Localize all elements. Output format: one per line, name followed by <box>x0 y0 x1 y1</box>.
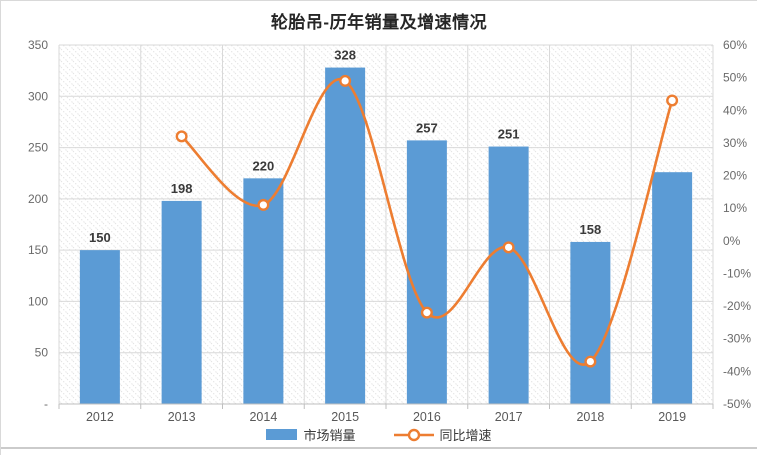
left-axis-labels: 350 300 250 200 150 100 50 - <box>28 38 48 411</box>
svg-text:158: 158 <box>580 222 602 237</box>
svg-text:251: 251 <box>498 127 520 142</box>
legend-item-sales: 市场销量 <box>266 425 356 444</box>
svg-text:2019: 2019 <box>658 410 686 424</box>
svg-text:2012: 2012 <box>86 410 114 424</box>
legend-growth-label: 同比增速 <box>439 428 492 443</box>
bar-2015 <box>325 67 366 405</box>
legend-sales-swatch <box>266 429 298 440</box>
svg-text:200: 200 <box>28 192 48 206</box>
svg-text:0%: 0% <box>723 234 741 248</box>
svg-text:150: 150 <box>89 230 111 245</box>
line-marker <box>175 130 188 143</box>
legend-item-growth: 同比增速 <box>393 425 492 444</box>
svg-text:20%: 20% <box>723 169 747 183</box>
line-marker <box>502 241 515 254</box>
svg-text:-20%: -20% <box>723 299 751 313</box>
svg-text:150: 150 <box>28 243 48 257</box>
line-marker <box>339 74 352 87</box>
bar-2013 <box>161 200 202 404</box>
bar-2019 <box>652 172 693 404</box>
svg-text:2017: 2017 <box>495 410 523 424</box>
svg-text:300: 300 <box>28 89 48 103</box>
vertical-gridlines <box>58 45 714 404</box>
svg-text:2014: 2014 <box>249 410 277 424</box>
right-axis-labels: 60% 50% 40% 30% 20% 10% 0% -10% -20% -30% -40% -50% <box>723 38 751 411</box>
svg-text:2018: 2018 <box>576 410 604 424</box>
svg-text:60%: 60% <box>723 38 747 52</box>
bar-data-labels: 150 198 220 328 257 251 158 <box>89 48 601 246</box>
bar-2017 <box>488 146 529 404</box>
bottom-separator <box>1 447 757 449</box>
legend: 市场销量 同比增速 <box>1 425 757 444</box>
svg-text:250: 250 <box>28 141 48 155</box>
svg-text:350: 350 <box>28 38 48 52</box>
svg-text:30%: 30% <box>723 136 747 150</box>
svg-text:2016: 2016 <box>413 410 441 424</box>
svg-text:-: - <box>44 397 48 411</box>
category-labels: 2012 2013 2014 2015 2016 2017 2018 2019 <box>86 410 686 424</box>
svg-text:328: 328 <box>334 48 356 63</box>
bar-2016 <box>406 140 447 405</box>
bar-2012 <box>79 250 120 404</box>
chart-title: 轮胎吊-历年销量及增速情况 <box>270 13 488 32</box>
svg-text:50: 50 <box>35 346 49 360</box>
svg-text:2013: 2013 <box>168 410 196 424</box>
line-marker <box>666 94 679 107</box>
svg-text:50%: 50% <box>723 71 747 85</box>
line-marker <box>584 355 597 368</box>
legend-sales-label: 市场销量 <box>303 428 356 443</box>
bar-2018 <box>570 241 611 404</box>
bar-2014 <box>243 178 284 404</box>
sales-bars <box>79 67 693 405</box>
svg-text:198: 198 <box>171 181 193 196</box>
svg-text:100: 100 <box>28 294 48 308</box>
line-marker <box>257 198 270 211</box>
svg-text:-40%: -40% <box>723 364 751 378</box>
svg-text:-30%: -30% <box>723 332 751 346</box>
x-axis <box>58 403 714 409</box>
growth-line-markers <box>175 74 679 368</box>
svg-text:-10%: -10% <box>723 266 751 280</box>
svg-text:40%: 40% <box>723 103 747 117</box>
svg-text:257: 257 <box>416 120 438 135</box>
svg-text:2015: 2015 <box>331 410 359 424</box>
svg-text:-50%: -50% <box>723 397 751 411</box>
svg-text:220: 220 <box>253 158 275 173</box>
line-marker <box>420 306 433 319</box>
legend-growth-swatch <box>393 428 434 441</box>
svg-text:10%: 10% <box>723 201 747 215</box>
